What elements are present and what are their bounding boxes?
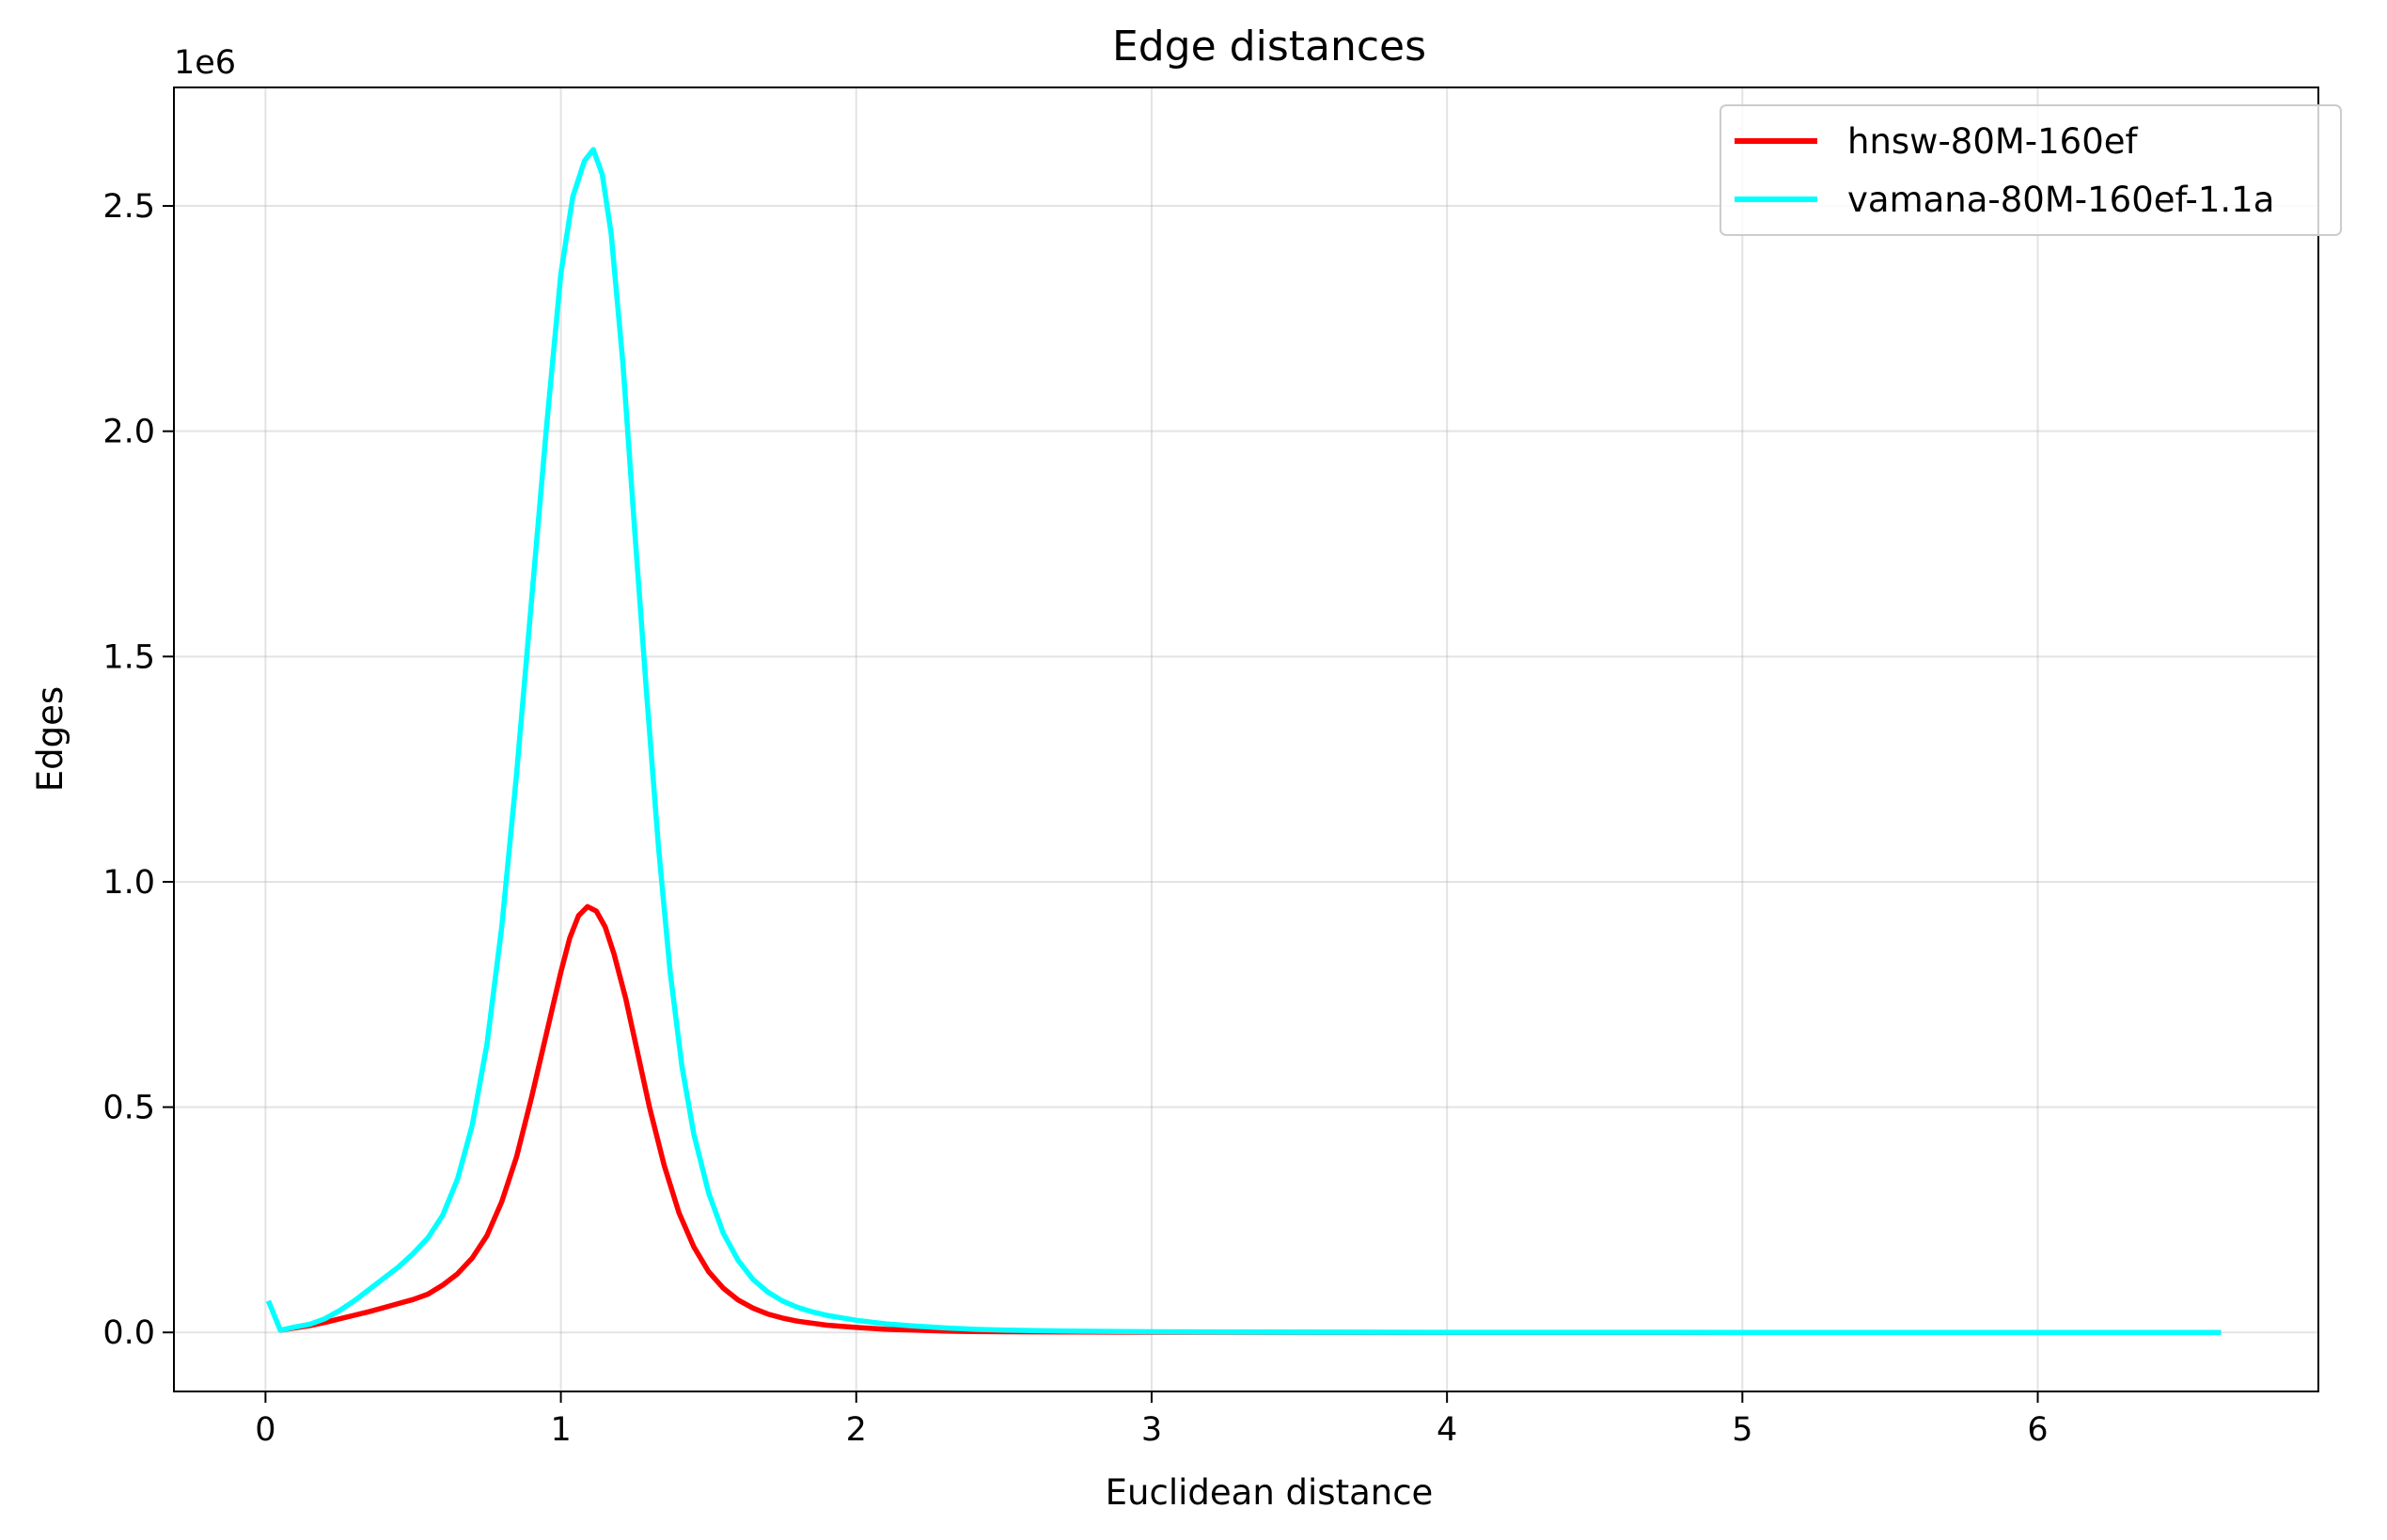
y-tick-label: 1.0 <box>102 864 155 902</box>
plot-frame <box>173 86 2319 1392</box>
x-tick-label: 4 <box>1437 1411 1457 1449</box>
x-tick-label: 0 <box>255 1411 275 1449</box>
x-tick-label: 5 <box>1732 1411 1752 1449</box>
legend-box <box>1720 104 2342 236</box>
y-tick-label: 2.5 <box>102 188 155 226</box>
legend-label-vamana: vamana-80M-160ef-1.1a <box>1847 180 2274 220</box>
series-line-hnsw <box>279 904 2222 1335</box>
x-axis-ticks: 0 1 2 3 4 5 6 <box>255 1391 2049 1449</box>
x-tick-label: 1 <box>550 1411 571 1449</box>
x-axis-label: Euclidean distance <box>1106 1472 1434 1513</box>
y-tick-label: 2.0 <box>102 414 155 451</box>
y-axis-label: Edges <box>30 686 71 792</box>
series-line-vamana <box>265 147 2222 1335</box>
y-axis-offset-label: 1e6 <box>174 44 236 82</box>
x-tick-label: 3 <box>1141 1411 1162 1449</box>
x-tick-label: 2 <box>846 1411 867 1449</box>
y-tick-label: 0.5 <box>102 1090 155 1127</box>
legend: hnsw-80M-160ef vamana-80M-160ef-1.1a <box>1720 104 2342 236</box>
chart-title: Edge distances <box>1112 23 1426 71</box>
y-tick-label: 1.5 <box>102 638 155 676</box>
x-tick-label: 6 <box>2027 1411 2048 1449</box>
legend-label-hnsw: hnsw-80M-160ef <box>1847 121 2139 162</box>
y-axis-ticks: 0.0 0.5 1.0 1.5 2.0 2.5 <box>102 188 174 1352</box>
series-lines <box>265 147 2222 1335</box>
y-tick-label: 0.0 <box>102 1314 155 1352</box>
